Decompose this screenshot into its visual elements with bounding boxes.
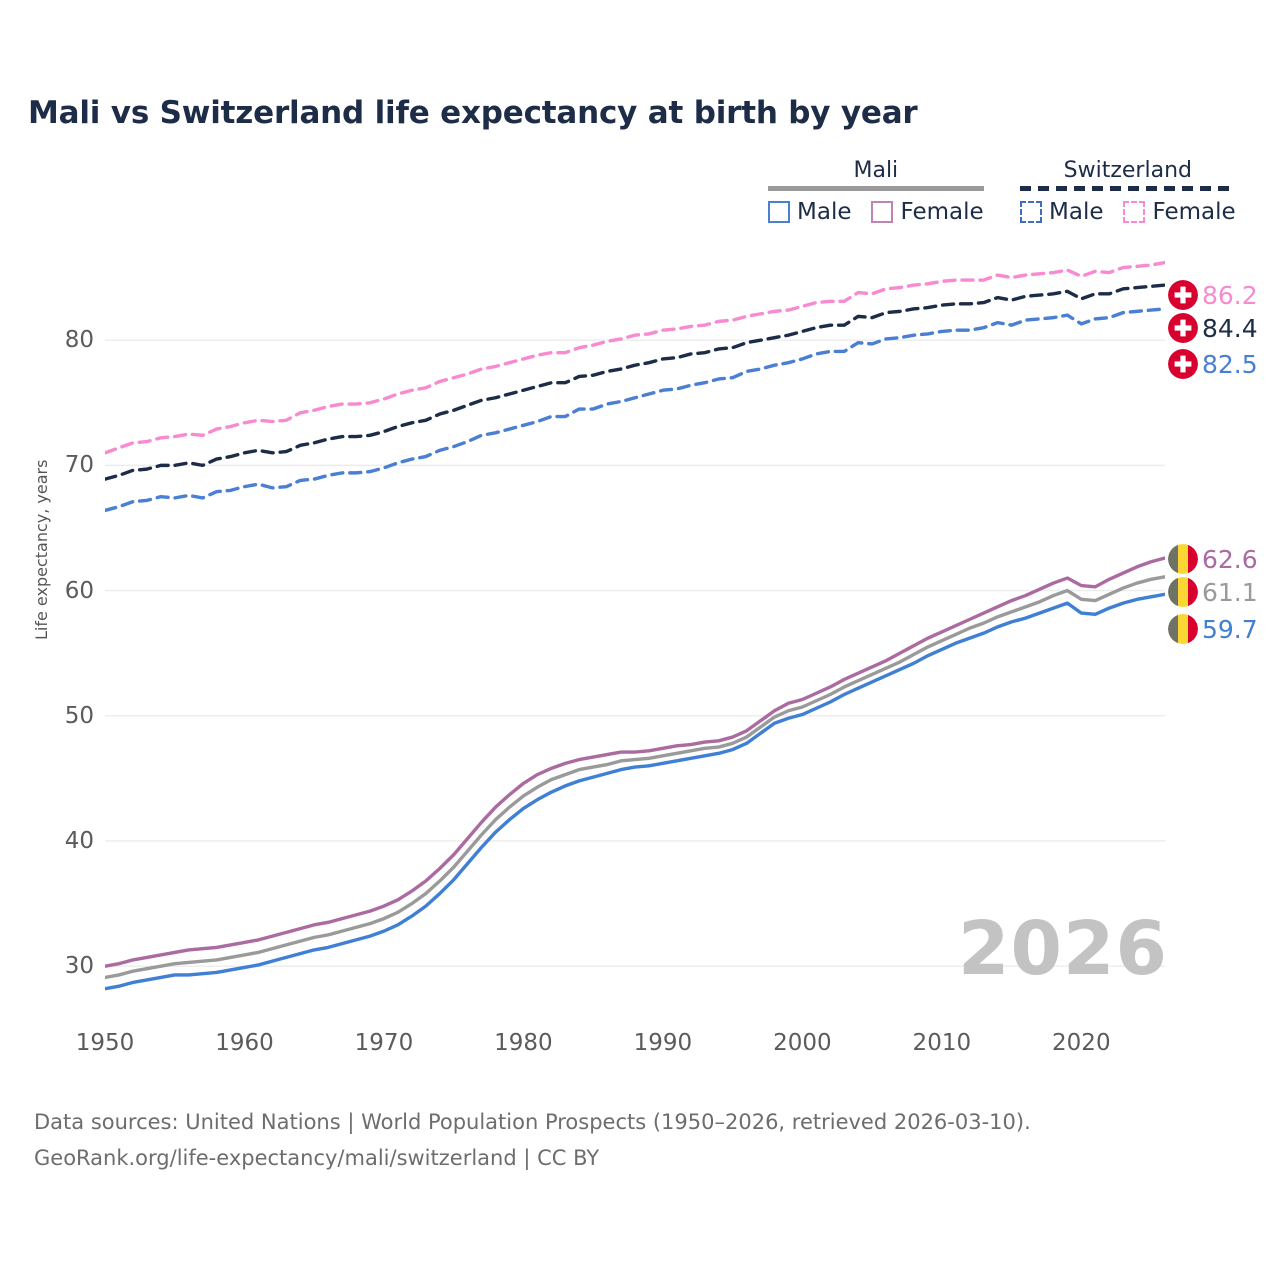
legend-group-mali-title: Mali [853, 158, 899, 183]
x-axis-tick: 2000 [773, 1030, 832, 1056]
switzerland-flag-icon [1168, 313, 1198, 343]
series-line-switzerland-total [105, 285, 1165, 479]
y-axis-tick: 70 [64, 452, 94, 479]
end-label-value: 62.6 [1202, 544, 1258, 574]
end-label-value: 82.5 [1202, 349, 1258, 379]
mali-flag-icon [1168, 577, 1198, 607]
y-axis-tick: 50 [64, 702, 94, 729]
plot-area [105, 240, 1165, 1010]
switzerland-flag-icon [1168, 280, 1198, 310]
x-axis-tick: 1960 [215, 1030, 274, 1056]
legend-swatch-switzerland-male [1020, 201, 1042, 223]
legend-swatch-mali-male [768, 201, 790, 223]
series-line-mali-female [105, 558, 1165, 966]
legend-item-mali-female[interactable]: Female [871, 199, 984, 225]
legend-group-mali: Mali Male Female [768, 158, 984, 225]
footer-line-url: GeoRank.org/life-expectancy/mali/switzer… [34, 1146, 600, 1170]
y-axis-tick: 80 [64, 327, 94, 354]
y-axis-tick: 40 [64, 827, 94, 854]
end-label-value: 59.7 [1202, 614, 1258, 644]
legend-item-mali-male[interactable]: Male [768, 199, 851, 225]
legend-item-switzerland-male[interactable]: Male [1020, 199, 1103, 225]
x-axis-tick: 1970 [354, 1030, 414, 1056]
y-axis-tick: 60 [64, 577, 94, 604]
end-label-swiss-total: 84.4 [1168, 313, 1258, 343]
series-line-switzerland-male [105, 309, 1165, 511]
switzerland-flag-icon [1168, 349, 1198, 379]
footer-line-sources: Data sources: United Nations | World Pop… [34, 1110, 1031, 1134]
x-axis-tick: 1980 [494, 1030, 553, 1056]
legend-swatch-switzerland-female [1123, 201, 1146, 223]
x-axis-tick: 2020 [1052, 1030, 1111, 1056]
y-axis-label: Life expectancy, years [32, 459, 51, 640]
legend-item-switzerland-female[interactable]: Female [1123, 199, 1236, 225]
legend-group-mali-rule [768, 186, 984, 191]
series-line-mali-male [105, 594, 1165, 988]
x-axis-tick: 1990 [633, 1030, 693, 1056]
legend-label-mali-male: Male [797, 199, 852, 225]
chart-title: Mali vs Switzerland life expectancy at b… [28, 95, 918, 131]
end-label-value: 84.4 [1202, 313, 1258, 343]
end-label-mali-total: 61.1 [1168, 577, 1258, 607]
end-label-mali-female: 62.6 [1168, 544, 1258, 574]
end-label-value: 86.2 [1202, 280, 1258, 310]
end-label-swiss-female: 86.2 [1168, 280, 1258, 310]
series-line-switzerland-female [105, 263, 1165, 453]
chart-footer: Data sources: United Nations | World Pop… [34, 1104, 1031, 1176]
x-axis-tick: 2010 [912, 1030, 972, 1056]
mali-flag-icon [1168, 614, 1198, 644]
legend-group-switzerland: Switzerland Male Female [1020, 158, 1236, 225]
legend-label-mali-female: Female [900, 199, 984, 225]
end-label-swiss-male: 82.5 [1168, 349, 1258, 379]
legend-group-switzerland-title: Switzerland [1063, 158, 1192, 183]
end-label-mali-male: 59.7 [1168, 614, 1258, 644]
chart-legend: Mali Male Female Switzerland Male [740, 158, 1260, 238]
legend-group-switzerland-rule [1020, 186, 1236, 191]
mali-flag-icon [1168, 544, 1198, 574]
legend-label-switzerland-female: Female [1152, 199, 1236, 225]
legend-swatch-mali-female [871, 201, 894, 223]
series-line-mali-total [105, 577, 1165, 978]
year-watermark: 2026 [958, 906, 1168, 992]
legend-label-switzerland-male: Male [1049, 199, 1104, 225]
y-axis-tick: 30 [64, 953, 94, 980]
x-axis-tick: 1950 [75, 1030, 135, 1056]
end-label-value: 61.1 [1202, 577, 1258, 607]
